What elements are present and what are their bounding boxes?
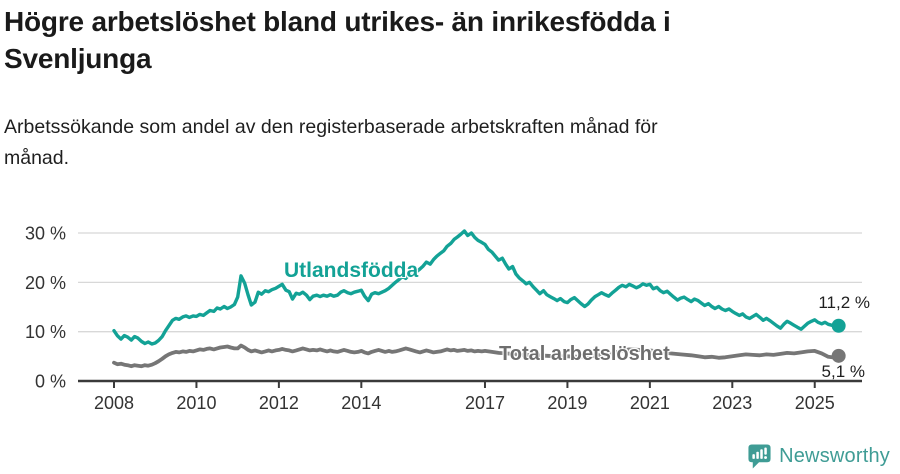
x-tick-label: 2014 xyxy=(341,393,381,413)
y-tick-label: 10 % xyxy=(25,322,66,342)
series-line-total xyxy=(112,343,841,369)
x-tick-label: 2012 xyxy=(259,393,299,413)
x-tick-label: 2021 xyxy=(630,393,670,413)
y-tick-label: 0 % xyxy=(35,372,66,392)
x-tick-label: 2019 xyxy=(547,393,587,413)
x-tick-label: 2010 xyxy=(176,393,216,413)
end-value-utlandsfodda: 11,2 % xyxy=(818,293,870,312)
x-tick-label: 2023 xyxy=(712,393,752,413)
series-label-utlandsfodda: Utlandsfödda xyxy=(284,259,419,282)
y-tick-label: 20 % xyxy=(25,273,66,293)
x-tick-label: 2025 xyxy=(795,393,835,413)
end-dot-total xyxy=(831,348,846,363)
y-tick-label: 30 % xyxy=(25,224,66,244)
x-tick-label: 2008 xyxy=(94,393,134,413)
x-tick-label: 2017 xyxy=(465,393,505,413)
brand-name: Newsworthy xyxy=(779,444,890,467)
newsworthy-logo-icon xyxy=(748,443,771,469)
chart-title: Högre arbetslöshet bland utrikes- än inr… xyxy=(4,6,671,74)
series-label-total-arbetsloshet: Total arbetslöshet xyxy=(499,343,670,365)
chart-subtitle: Arbetssökande som andel av den registerb… xyxy=(4,116,658,170)
end-value-total-arbetsloshet: 5,1 % xyxy=(821,362,865,381)
end-dot-utlandsfodda xyxy=(831,318,846,333)
footer-branding: Newsworthy xyxy=(747,442,890,470)
series-line-utlandsfodda xyxy=(112,229,841,346)
